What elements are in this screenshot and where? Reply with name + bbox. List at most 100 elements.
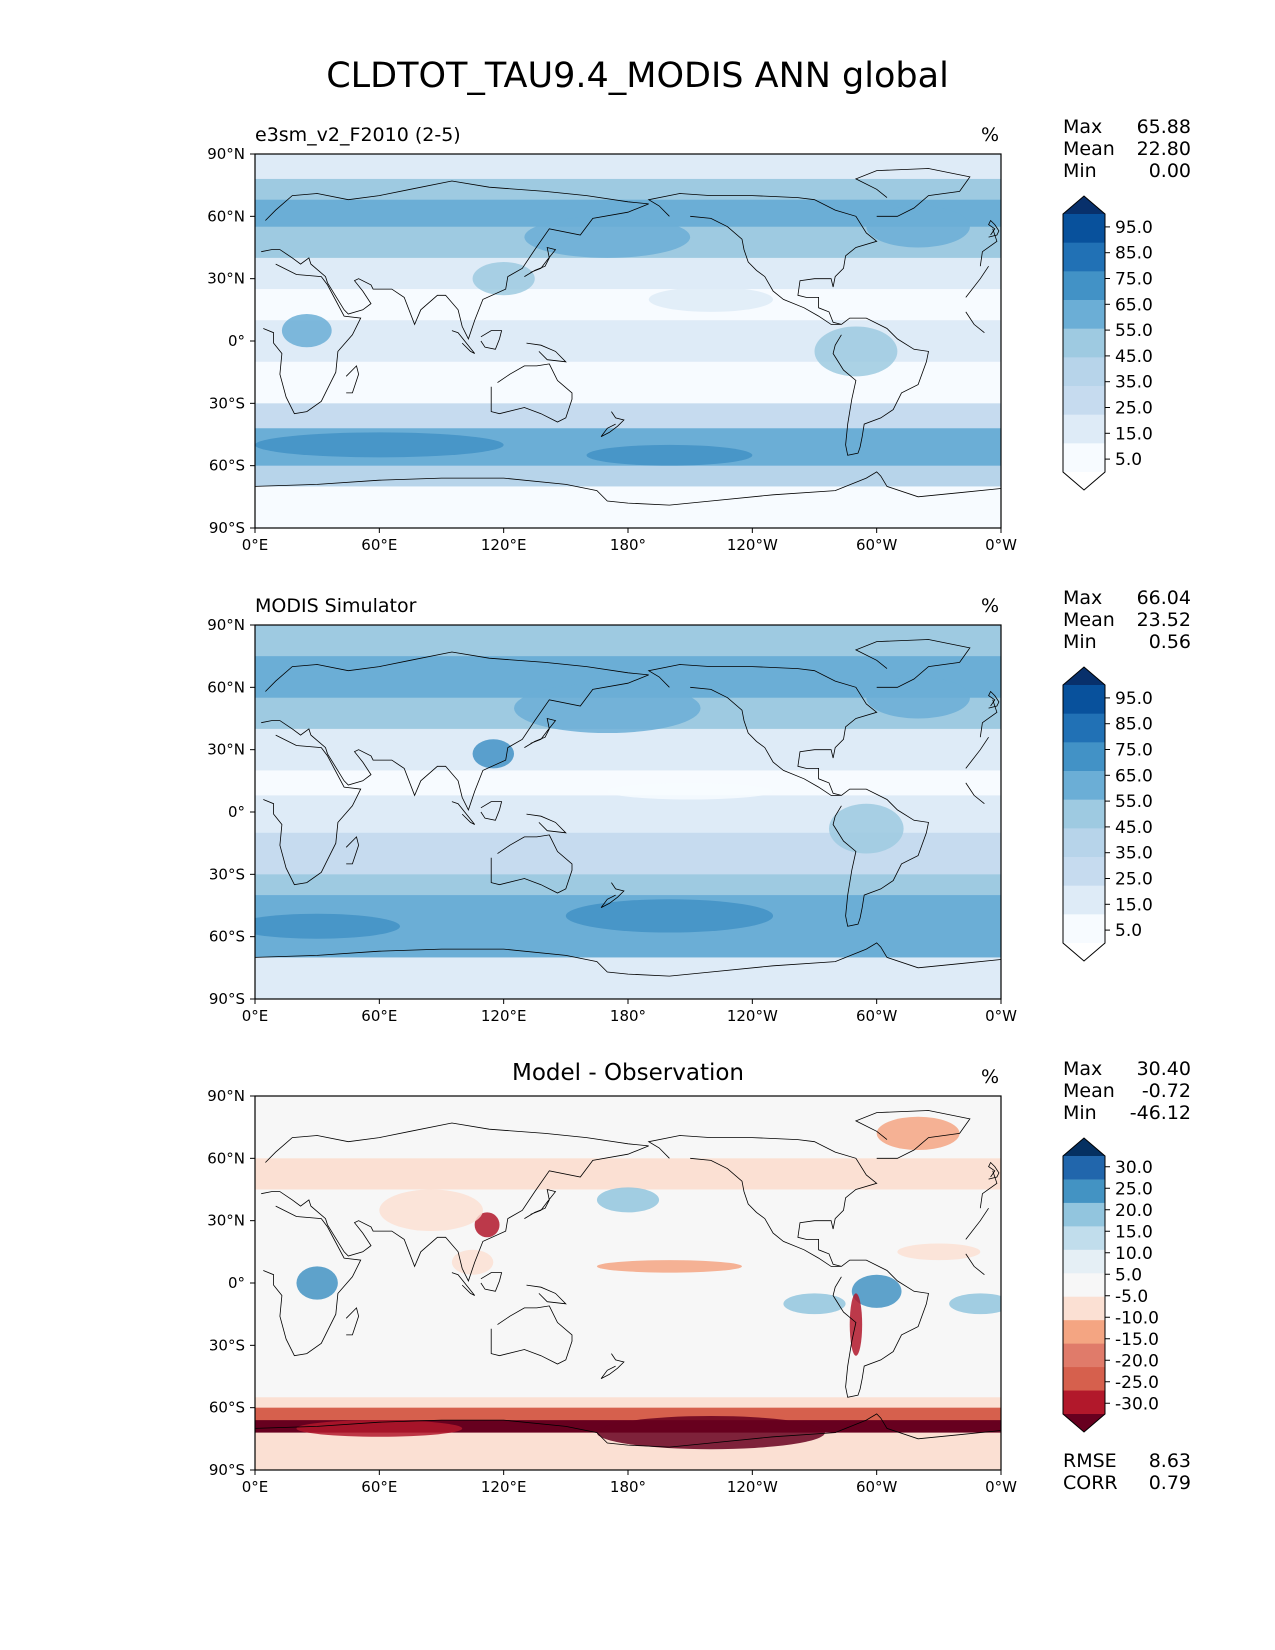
stat-label: Min [1063, 631, 1097, 653]
field-feature [851, 1274, 902, 1308]
colorbar-segment [1063, 1156, 1105, 1180]
field-band [255, 361, 1001, 404]
coastline-britain [988, 219, 1000, 238]
coastline-britain [988, 1161, 1000, 1180]
lat-tick-label: 60°N [207, 678, 245, 696]
field-feature [866, 676, 970, 719]
colorbar: 95.0 85.0 75.0 65.0 55.0 45.0 35.0 25.0 15.0 5.0 [1062, 666, 1153, 962]
field-band [255, 257, 1001, 290]
field-feature [829, 803, 904, 854]
colorbar-label: -15.0 [1115, 1330, 1159, 1350]
lat-tick-label: 60°N [207, 1149, 245, 1167]
colorbar-label: 10.0 [1115, 1244, 1153, 1264]
lat-tick-label: 0° [228, 803, 245, 821]
panel-stats: Max 65.88 Mean 22.80 Min 0.00 [1063, 116, 1191, 182]
colorbar-label: 55.0 [1115, 321, 1153, 341]
colorbar-segment [1063, 1273, 1105, 1298]
colorbar-segment [1063, 1320, 1105, 1345]
stat-label: Mean [1063, 138, 1115, 160]
coastline-newguinea [526, 342, 567, 363]
field-feature [783, 1293, 846, 1315]
colorbar-label: 75.0 [1115, 270, 1153, 290]
lat-tick-label: 90°N [207, 145, 245, 163]
lon-tick-label: 0°E [242, 1007, 269, 1025]
colorbar-label: 5.0 [1115, 1265, 1142, 1285]
coastline-borneo [480, 801, 503, 821]
lat-tick-label: 60°S [209, 928, 245, 946]
colorbar-segment [1063, 857, 1105, 887]
field-band [255, 486, 1001, 528]
field-band [255, 465, 1001, 487]
lon-tick-label: 120°W [727, 1007, 778, 1025]
colorbar-label: 15.0 [1115, 1222, 1153, 1242]
lon-tick-label: 120°E [481, 536, 527, 554]
colorbar-segment [1063, 214, 1105, 244]
lat-tick-label: 90°S [209, 1461, 245, 1479]
coastline-australia [490, 363, 573, 423]
coastline-africa [263, 1205, 362, 1357]
lat-tick-label: 30°S [209, 1336, 245, 1354]
coastline-eurasia [261, 651, 649, 811]
extra-stat-row: RMSE 8.63 [1063, 1450, 1191, 1472]
field-band [255, 1397, 1001, 1409]
colorbar-extend-bottom [1063, 472, 1105, 490]
panel-units: % [981, 1066, 1000, 1088]
coastline-eurasia [261, 180, 649, 340]
coastline-madagascar [345, 365, 360, 394]
coastline-japan [524, 246, 557, 277]
field-feature [949, 1293, 1001, 1315]
stat-row: Mean 22.80 [1063, 138, 1191, 160]
coastline-antarctica [255, 1413, 1001, 1448]
stat-label: Max [1063, 587, 1103, 609]
colorbar-segment [1063, 799, 1105, 829]
field-feature [596, 1260, 742, 1273]
colorbar-label: -25.0 [1115, 1373, 1159, 1393]
lat-tick-label: 30°N [207, 1212, 245, 1230]
lon-tick-label: 0°W [985, 1478, 1017, 1496]
colorbar-label: 5.0 [1115, 921, 1142, 941]
lon-tick-label: 60°E [361, 1007, 397, 1025]
coastline-samerica [832, 317, 929, 456]
colorbar-label: 85.0 [1115, 715, 1153, 735]
stat-value: 66.04 [1136, 587, 1191, 609]
colorbar-segment [1063, 1343, 1105, 1368]
field-feature [814, 326, 898, 377]
stat-label: Mean [1063, 609, 1115, 631]
colorbar-label: 35.0 [1115, 373, 1153, 393]
colorbar-label: -20.0 [1115, 1351, 1159, 1371]
panel-left-title: MODIS Simulator [255, 595, 417, 617]
stat-label: Min [1063, 1102, 1097, 1124]
colorbar-label: 25.0 [1115, 399, 1153, 419]
field-band [255, 403, 1001, 429]
stat-label: Max [1063, 116, 1103, 138]
field-feature [281, 313, 332, 348]
lon-tick-label: 120°E [481, 1478, 527, 1496]
colorbar-label: 95.0 [1115, 689, 1153, 709]
coastline-africa [965, 1207, 989, 1240]
field-feature [296, 1266, 338, 1300]
lon-tick-label: 180° [610, 1007, 646, 1025]
colorbar-extend-bottom [1063, 1414, 1105, 1432]
colorbar-label: 5.0 [1115, 450, 1142, 470]
coastline-africa [263, 263, 362, 415]
extra-stat-label: CORR [1063, 1472, 1118, 1494]
panel-center-title: Model - Observation [511, 1060, 745, 1086]
panel-units: % [981, 124, 1000, 146]
coastline-madagascar [345, 1307, 360, 1336]
coastline-greenland [854, 168, 971, 217]
stat-row: Max 65.88 [1063, 116, 1191, 138]
extra-stat-value: 8.63 [1148, 1450, 1191, 1472]
field-band [255, 289, 1001, 321]
coastline-eurasia [979, 699, 998, 738]
field-feature [296, 1420, 463, 1437]
coastline-sumatra [451, 1272, 476, 1296]
field-band [255, 154, 1001, 180]
lon-tick-label: 60°E [361, 536, 397, 554]
colorbar-outline [1062, 666, 1106, 962]
colorbar-segment [1063, 1226, 1105, 1251]
colorbar-segment [1063, 1179, 1105, 1204]
lon-tick-label: 180° [610, 536, 646, 554]
colorbar-extend-top [1063, 1138, 1105, 1156]
coastline-samerica [832, 1259, 929, 1398]
lon-tick-label: 60°E [361, 1478, 397, 1496]
